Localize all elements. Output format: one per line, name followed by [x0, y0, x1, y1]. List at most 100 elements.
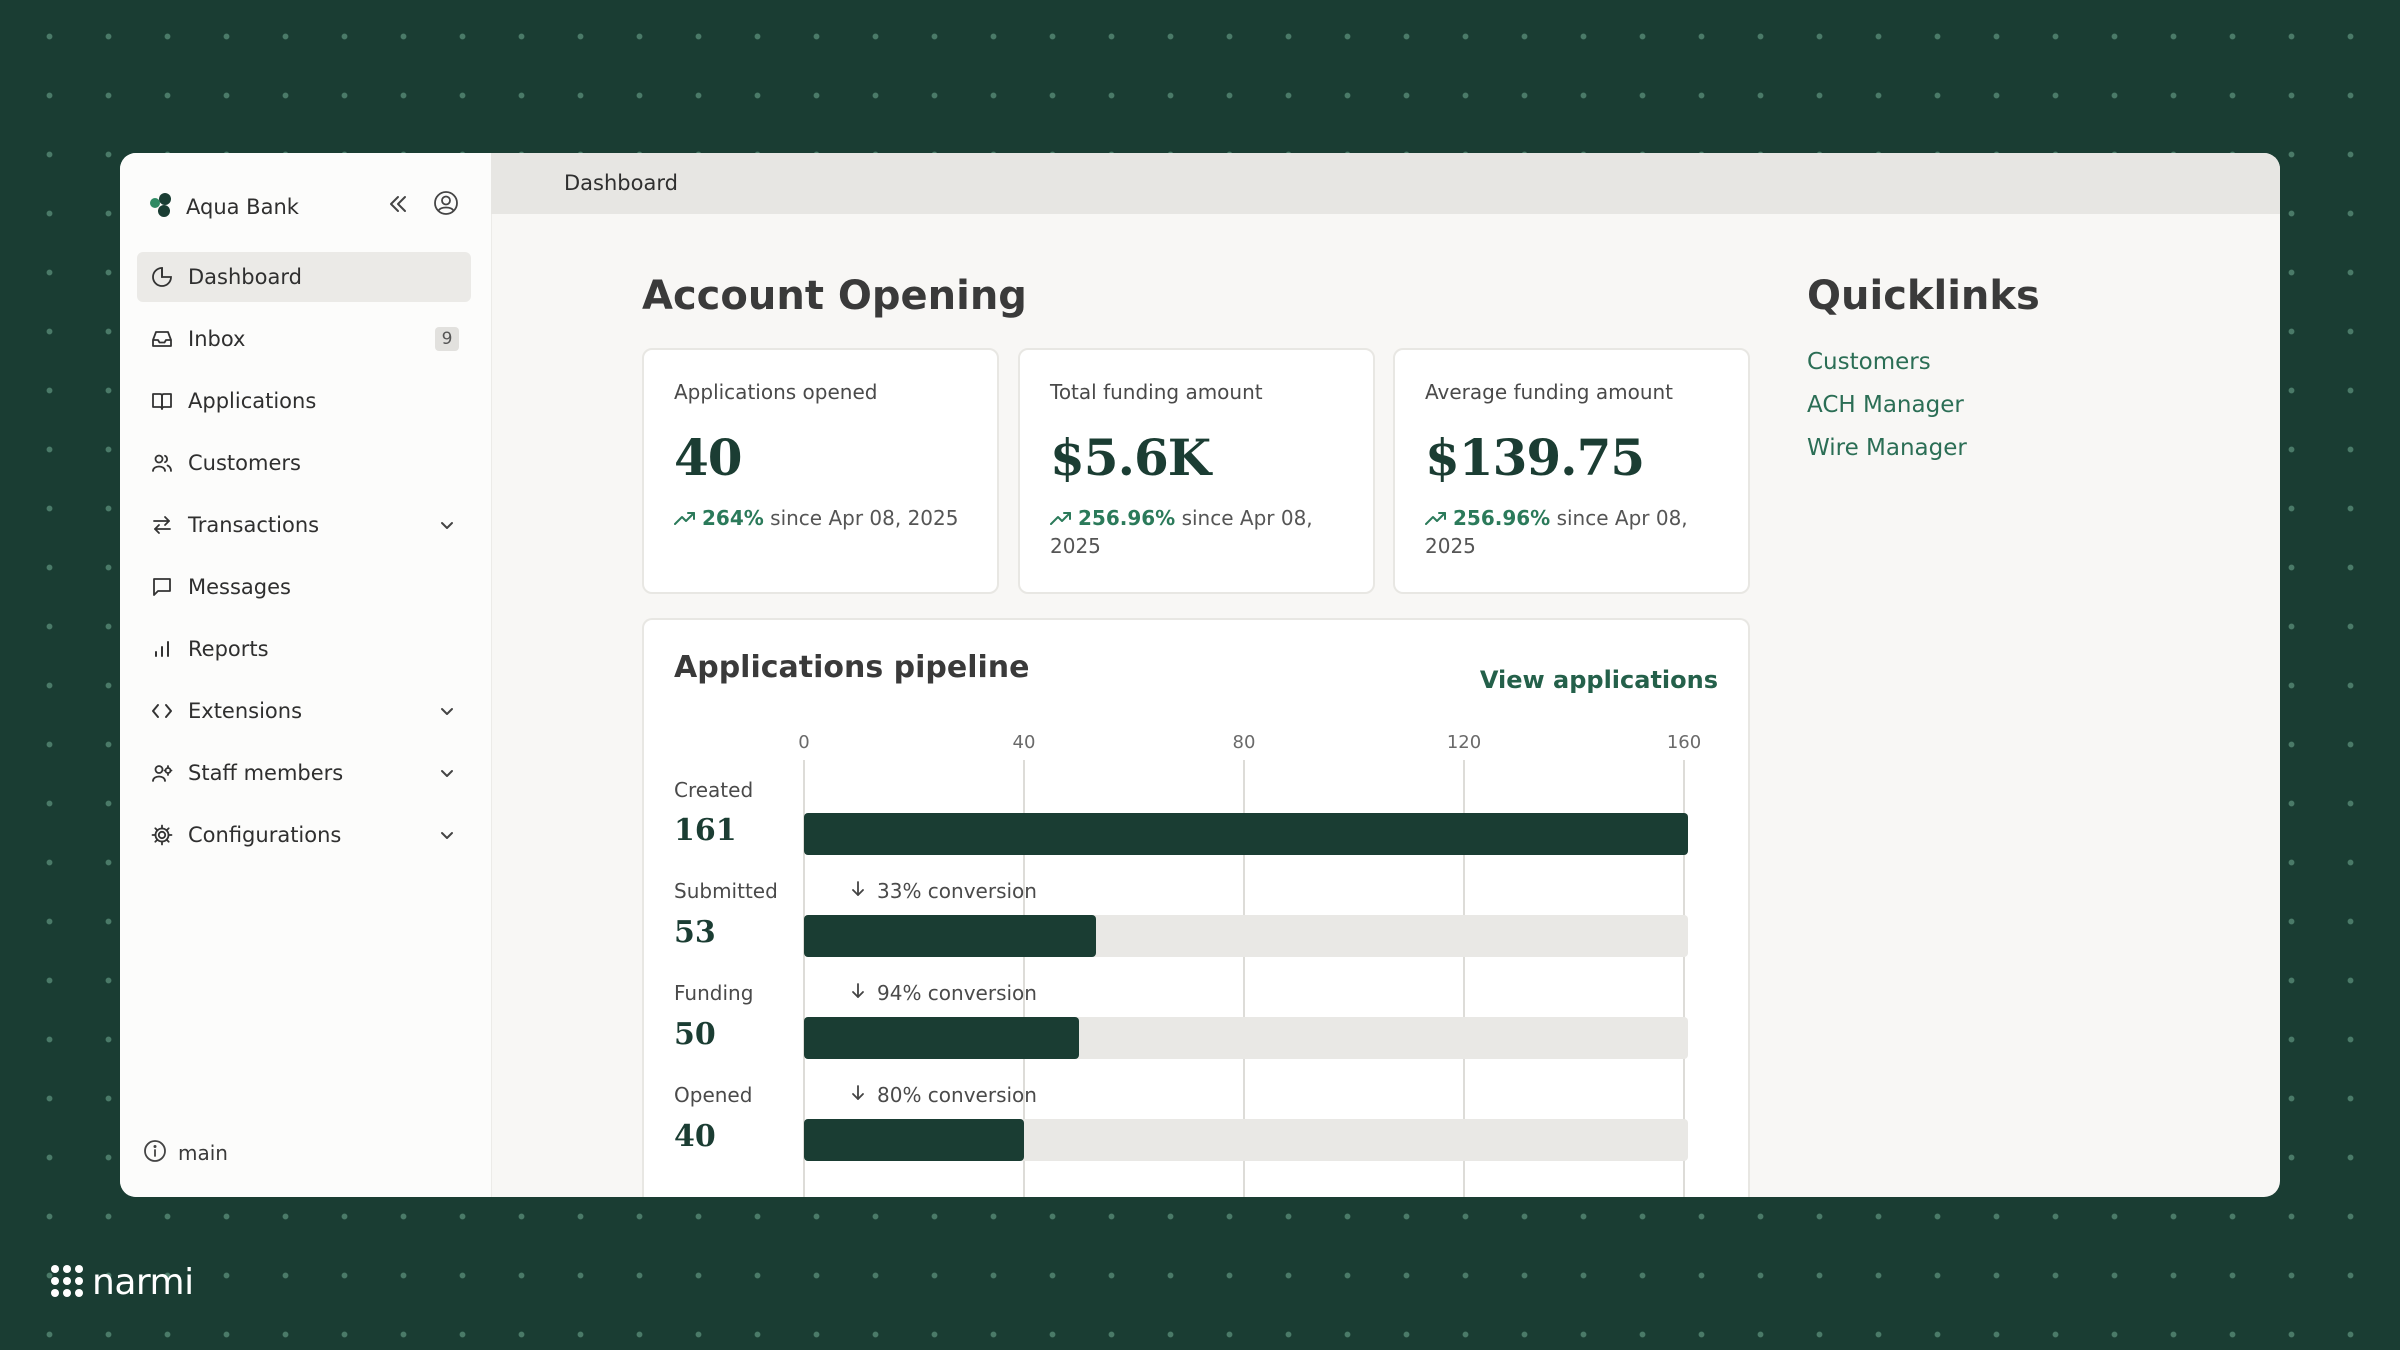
chevron-down-icon[interactable]	[435, 761, 459, 785]
sidebar-item-extensions[interactable]: Extensions	[137, 686, 471, 736]
trending-up-icon	[1050, 506, 1072, 533]
staff-icon	[149, 760, 175, 786]
message-icon	[149, 574, 175, 600]
inbox-count-badge: 9	[435, 327, 459, 351]
user-profile-button[interactable]	[429, 188, 463, 222]
gear-icon	[149, 822, 175, 848]
stat-value: $5.6K	[1050, 428, 1211, 487]
stage-bar-opened	[804, 1119, 1024, 1161]
sidebar-item-staff-members[interactable]: Staff members	[137, 748, 471, 798]
sidebar-item-label: Dashboard	[188, 265, 302, 289]
top-bar: Dashboard	[491, 153, 2280, 214]
stage-label-created: Created	[674, 778, 754, 802]
arrow-down-icon	[849, 879, 867, 903]
info-icon	[143, 1139, 167, 1167]
view-applications-link[interactable]: View applications	[1479, 666, 1718, 694]
trending-up-icon	[1425, 506, 1447, 533]
bar-chart-icon	[149, 636, 175, 662]
axis-gridline	[1023, 760, 1025, 1197]
sidebar-nav: Dashboard Inbox 9 Applications	[137, 252, 471, 872]
sidebar: Aqua Bank	[120, 153, 492, 1197]
stat-change: 264% since Apr 08, 2025	[674, 505, 977, 533]
brand[interactable]: Aqua Bank	[148, 189, 299, 225]
account-opening-title: Account Opening	[642, 273, 1027, 319]
sidebar-item-transactions[interactable]: Transactions	[137, 500, 471, 550]
stage-conversion-submitted: 33% conversion	[849, 879, 1037, 903]
sidebar-item-label: Applications	[188, 389, 317, 413]
conversion-text: 94% conversion	[877, 981, 1037, 1005]
chevron-down-icon[interactable]	[435, 699, 459, 723]
sidebar-item-label: Extensions	[188, 699, 303, 723]
stat-card-average-funding: Average funding amount $139.75 256.96% s…	[1393, 348, 1750, 594]
environment-label: main	[178, 1141, 228, 1165]
axis-tick-label: 160	[1666, 732, 1702, 753]
quicklink-ach-manager[interactable]: ACH Manager	[1807, 392, 1964, 418]
stage-label-submitted: Submitted	[674, 879, 778, 903]
axis-gridline	[1243, 760, 1245, 1197]
trending-up-icon	[674, 506, 696, 533]
aqua-bank-logo-icon	[148, 192, 174, 222]
axis-tick-label: 0	[798, 732, 810, 753]
code-icon	[149, 698, 175, 724]
narmi-logo-text: narmi	[92, 1262, 194, 1303]
stat-change-percent: 256.96%	[1453, 506, 1551, 530]
sidebar-item-label: Messages	[188, 575, 291, 599]
stat-change-since: since Apr 08, 2025	[763, 506, 959, 530]
sidebar-item-label: Customers	[188, 451, 301, 475]
user-circle-icon	[433, 190, 459, 220]
applications-pipeline-card: Applications pipeline View applications …	[642, 618, 1750, 1197]
sidebar-item-label: Inbox	[188, 327, 246, 351]
sidebar-item-label: Configurations	[188, 823, 342, 847]
stage-bar-track-funding	[804, 1017, 1688, 1059]
arrows-exchange-icon	[149, 512, 175, 538]
sidebar-item-inbox[interactable]: Inbox 9	[137, 314, 471, 364]
app-window: Aqua Bank	[120, 153, 2280, 1197]
stat-change-percent: 264%	[702, 506, 764, 530]
sidebar-item-label: Reports	[188, 637, 269, 661]
stat-label: Applications opened	[674, 380, 878, 404]
stage-bar-track-submitted	[804, 915, 1688, 957]
stat-card-applications-opened: Applications opened 40 264% since Apr 08…	[642, 348, 999, 594]
sidebar-item-applications[interactable]: Applications	[137, 376, 471, 426]
sidebar-item-configurations[interactable]: Configurations	[137, 810, 471, 860]
sidebar-item-label: Transactions	[188, 513, 320, 537]
stage-label-opened: Opened	[674, 1083, 753, 1107]
stage-bar-submitted	[804, 915, 1096, 957]
sidebar-item-label: Staff members	[188, 761, 344, 785]
stage-bar-created	[804, 813, 1688, 855]
axis-gridline	[1463, 760, 1465, 1197]
axis-tick-label: 80	[1232, 732, 1256, 753]
conversion-text: 33% conversion	[877, 879, 1037, 903]
axis-tick-label: 120	[1446, 732, 1482, 753]
quicklink-wire-manager[interactable]: Wire Manager	[1807, 435, 1967, 461]
stat-change-since: since Apr 08, 2025	[1050, 506, 1313, 558]
sidebar-item-dashboard[interactable]: Dashboard	[137, 252, 471, 302]
axis-tick-label: 40	[1012, 732, 1036, 753]
stat-card-total-funding: Total funding amount $5.6K 256.96% since…	[1018, 348, 1375, 594]
chevron-down-icon[interactable]	[435, 823, 459, 847]
narmi-dots-icon	[50, 1264, 84, 1302]
quicklink-customers[interactable]: Customers	[1807, 349, 1931, 375]
pipeline-title: Applications pipeline	[674, 650, 1030, 685]
stage-label-funding: Funding	[674, 981, 754, 1005]
stat-change-percent: 256.96%	[1078, 506, 1176, 530]
axis-gridline	[803, 760, 805, 1197]
sidebar-item-messages[interactable]: Messages	[137, 562, 471, 612]
environment-indicator[interactable]: main	[143, 1139, 228, 1167]
stage-bar-funding	[804, 1017, 1079, 1059]
arrow-down-icon	[849, 981, 867, 1005]
stage-count-funding: 50	[674, 1017, 716, 1052]
stat-change: 256.96% since Apr 08, 2025	[1050, 505, 1353, 560]
stage-count-submitted: 53	[674, 915, 716, 950]
sidebar-item-customers[interactable]: Customers	[137, 438, 471, 488]
sidebar-item-reports[interactable]: Reports	[137, 624, 471, 674]
narmi-logo: narmi	[50, 1262, 194, 1303]
stage-count-created: 161	[674, 813, 737, 848]
chevron-down-icon[interactable]	[435, 513, 459, 537]
stat-value: 40	[674, 428, 743, 487]
stage-bar-track-created	[804, 813, 1688, 855]
stat-change: 256.96% since Apr 08, 2025	[1425, 505, 1728, 560]
arrow-down-icon	[849, 1083, 867, 1107]
stage-conversion-opened: 80% conversion	[849, 1083, 1037, 1107]
collapse-sidebar-button[interactable]	[381, 189, 415, 223]
